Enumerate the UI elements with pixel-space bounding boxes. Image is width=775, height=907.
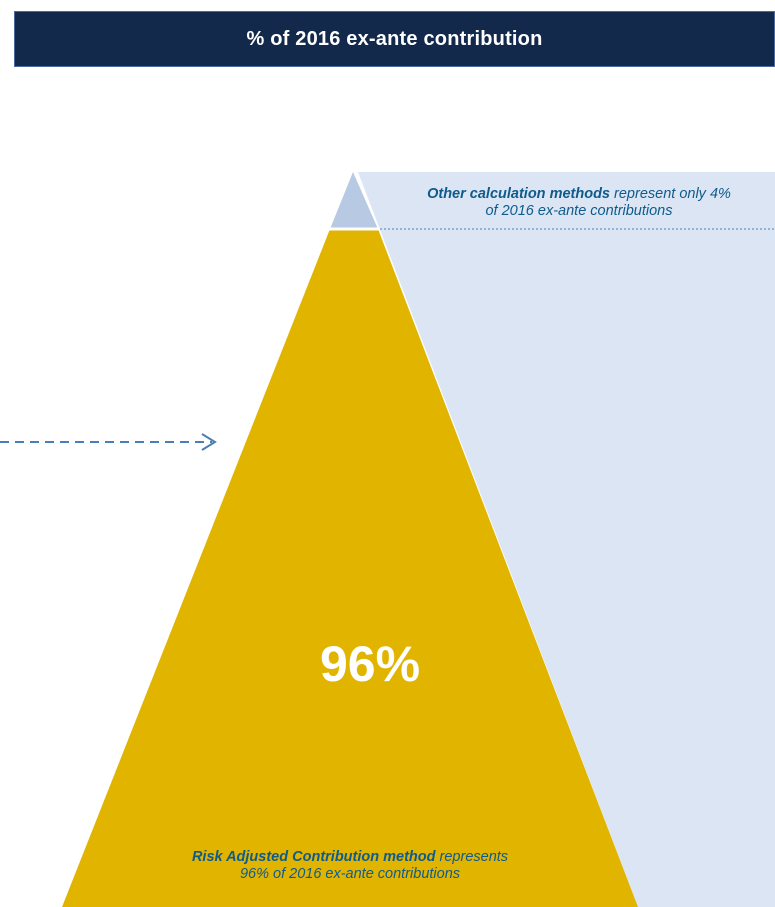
top-segment-caption: Other calculation methods represent only… xyxy=(374,186,775,220)
big-percent-label: 96% xyxy=(319,636,421,692)
title-text: % of 2016 ex-ante contribution xyxy=(246,27,543,50)
top-caption-rest: represent only 4% xyxy=(610,186,731,202)
pyramid-base-segment xyxy=(62,229,638,907)
bottom-caption-strong: Risk Adjusted Contribution method xyxy=(191,849,436,865)
arrow-head-icon xyxy=(201,433,217,451)
bottom-caption-rest: represents xyxy=(435,849,509,865)
title-banner: % of 2016 ex-ante contribution xyxy=(14,11,775,67)
top-caption-strong: Other calculation methods xyxy=(427,186,610,202)
pyramid-tip-segment xyxy=(330,172,378,229)
top-caption-line2: of 2016 ex-ante contributions xyxy=(485,203,673,219)
bottom-segment-caption: Risk Adjusted Contribution method repres… xyxy=(130,849,570,883)
background-panel xyxy=(358,172,775,907)
bottom-caption-line2: 96% of 2016 ex-ante contributions xyxy=(239,866,461,882)
